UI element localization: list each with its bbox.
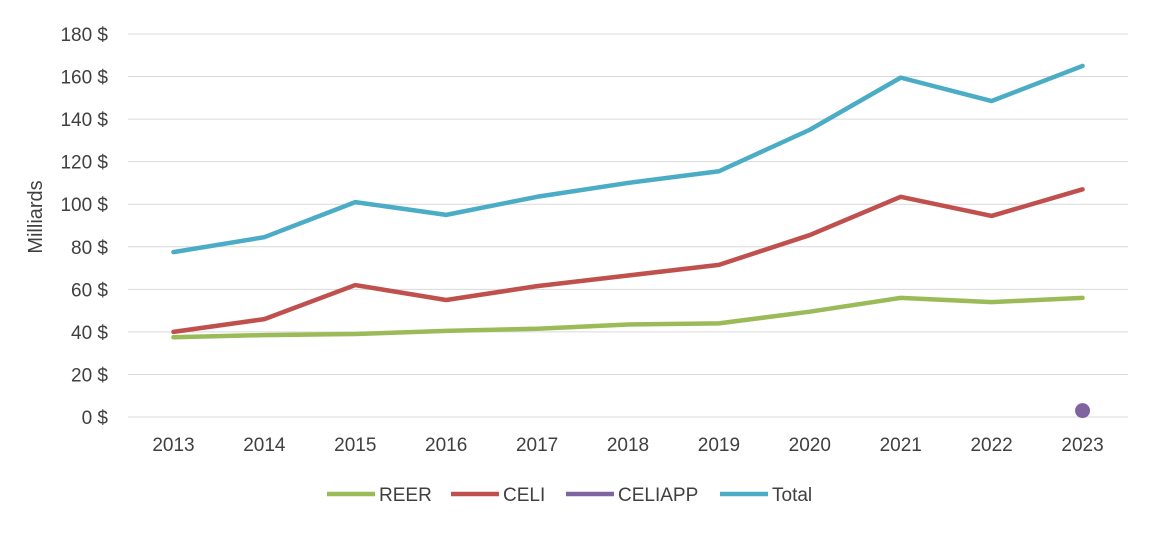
y-tick-label: 0 $ [82,408,109,429]
legend-label-celiapp: CELIAPP [618,485,698,506]
x-tick-label: 2021 [880,435,922,456]
gridlines [128,33,1128,418]
y-tick-label: 180 $ [60,25,108,46]
y-tick-label: 20 $ [71,365,108,386]
series-layer [171,63,1091,419]
x-tick-label: 2015 [334,435,376,456]
y-tick-label: 60 $ [71,280,108,301]
y-tick-label: 80 $ [71,238,108,259]
legend: REER CELI CELIAPP Total [327,485,812,506]
x-tick-label: 2023 [1061,435,1103,456]
y-axis-ticks: 0 $ 20 $ 40 $ 60 $ 80 $ 100 $ 120 $ 140 $ 160 $ 1… [60,25,108,429]
y-tick-label: 120 $ [60,153,108,174]
x-tick-label: 2017 [516,435,558,456]
x-tick-label: 2014 [243,435,286,456]
x-tick-label: 2022 [970,435,1012,456]
x-tick-label: 2019 [698,435,740,456]
x-tick-label: 2018 [607,435,649,456]
series-line-reer [171,295,1085,340]
y-tick-label: 100 $ [60,195,108,216]
x-tick-label: 2013 [152,435,194,456]
data-point-celiapp [1075,403,1091,419]
x-tick-label: 2016 [425,435,467,456]
legend-label-celi: CELI [503,485,545,506]
legend-label-reer: REER [379,485,432,506]
y-tick-label: 140 $ [60,110,108,131]
x-axis-ticks: 2013 2014 2015 2016 2017 2018 2019 2020 2021 2022… [152,435,1103,456]
legend-label-total: Total [772,485,812,506]
y-tick-label: 160 $ [60,68,108,89]
series-line-celi [171,187,1085,335]
x-tick-label: 2020 [789,435,831,456]
y-tick-label: 40 $ [71,323,108,344]
y-axis-label: Milliards [25,180,47,253]
series-line-total [171,63,1085,255]
